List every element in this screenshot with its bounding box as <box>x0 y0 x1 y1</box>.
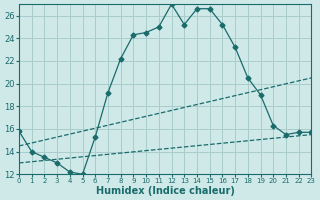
X-axis label: Humidex (Indice chaleur): Humidex (Indice chaleur) <box>96 186 235 196</box>
